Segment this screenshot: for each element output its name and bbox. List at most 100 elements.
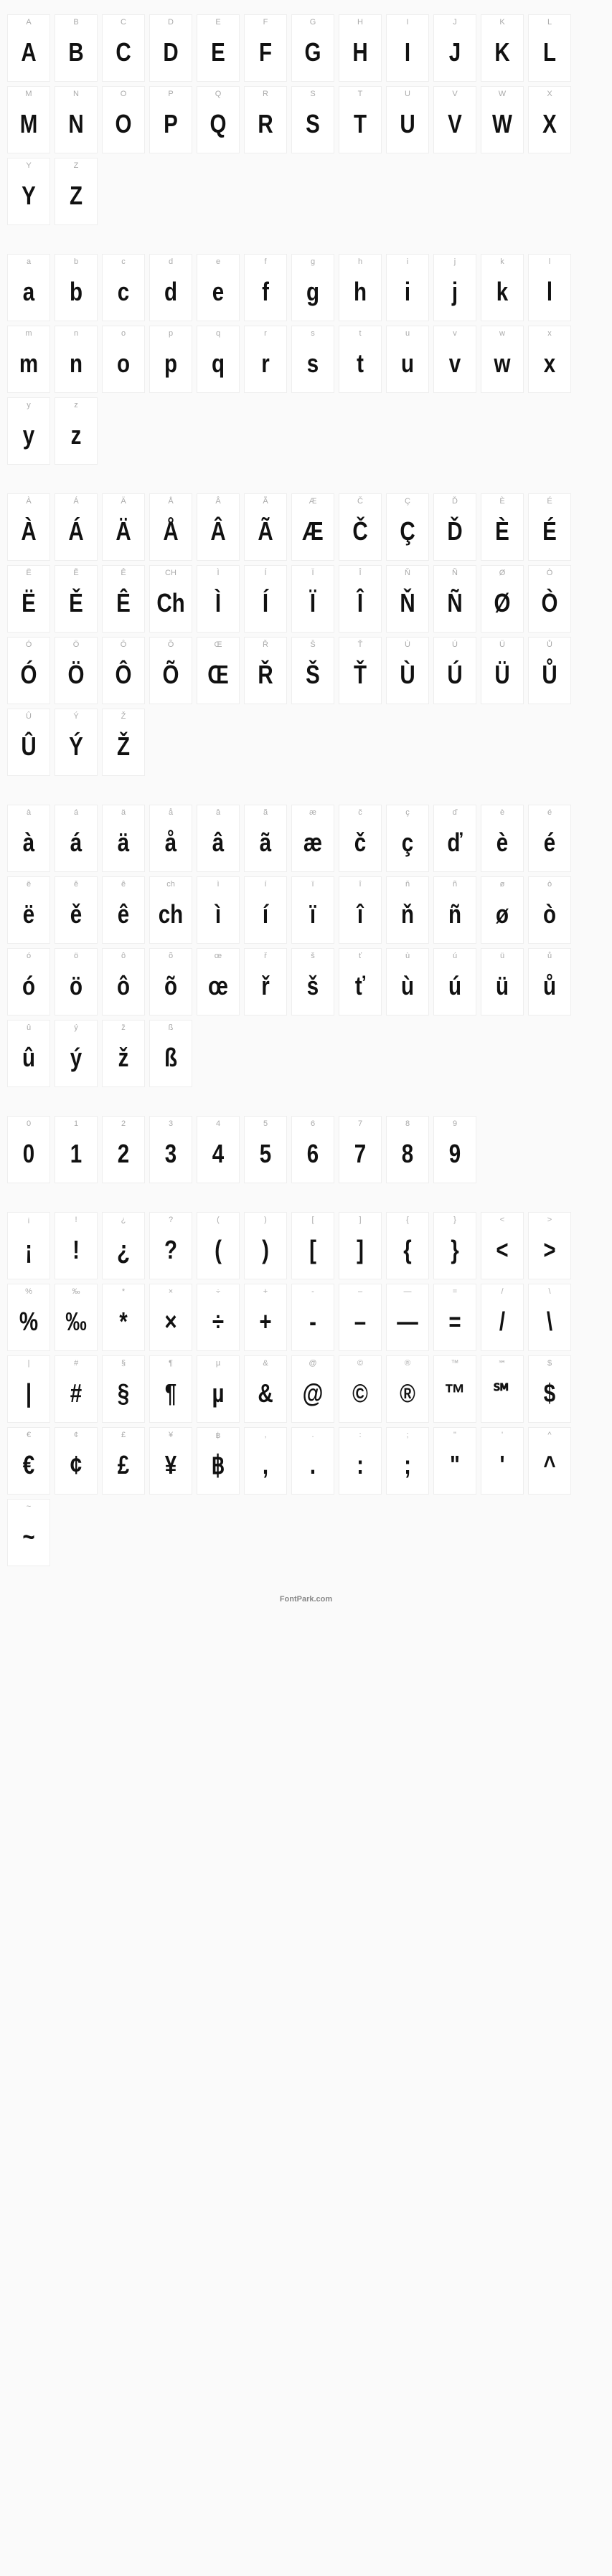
glyph-label: ü [481, 949, 523, 963]
glyph-char: s [296, 341, 330, 392]
glyph-char: m [11, 341, 46, 392]
glyph-label: : [339, 1428, 381, 1442]
glyph-box: íí [244, 876, 287, 944]
glyph-char: ů [532, 963, 567, 1015]
glyph-box: AA [7, 14, 50, 82]
glyph-label: © [339, 1356, 381, 1370]
glyph-label: Í [245, 566, 286, 580]
glyph-box: LL [528, 14, 571, 82]
glyph-label: ' [481, 1428, 523, 1442]
glyph-char: ë [11, 891, 46, 943]
glyph-box: ^^ [528, 1427, 571, 1495]
glyph-label: Å [150, 494, 192, 508]
glyph-char: 7 [343, 1131, 377, 1183]
glyph-char: | [11, 1370, 46, 1422]
glyph-label: ( [197, 1213, 239, 1227]
glyph-box: ŇŇ [386, 565, 429, 633]
glyph-box: ~~ [7, 1499, 50, 1566]
glyph-box: ĎĎ [433, 493, 476, 561]
glyph-char: ñ [438, 891, 472, 943]
glyph-char: Ch [154, 580, 188, 632]
glyph-label: Î [339, 566, 381, 580]
glyph-char: ť [343, 963, 377, 1015]
glyph-label: ¿ [103, 1213, 144, 1227]
glyph-label: x [529, 326, 570, 341]
glyph-box: ëë [7, 876, 50, 944]
glyph-char: Ď [438, 508, 472, 560]
glyph-char: n [59, 341, 93, 392]
glyph-char: x [532, 341, 567, 392]
glyph-box: jj [433, 254, 476, 321]
glyph-box: vv [433, 326, 476, 393]
glyph-box: 33 [149, 1116, 192, 1183]
glyph-box: !! [55, 1212, 98, 1279]
glyph-label: e [197, 255, 239, 269]
glyph-box: œœ [197, 948, 240, 1015]
glyph-label: q [197, 326, 239, 341]
glyph-char: ℠ [485, 1370, 519, 1422]
glyph-label: ô [103, 949, 144, 963]
glyph-char: = [438, 1299, 472, 1350]
glyph-char: ¶ [154, 1370, 188, 1422]
glyph-label: é [529, 805, 570, 820]
glyph-char: a [11, 269, 46, 321]
glyph-label: c [103, 255, 144, 269]
glyph-label: ø [481, 877, 523, 891]
glyph-box: $$ [528, 1355, 571, 1423]
glyph-box: ÝÝ [55, 709, 98, 776]
glyph-char: æ [296, 820, 330, 871]
glyph-char: ? [154, 1227, 188, 1279]
glyph-label: ‰ [55, 1284, 97, 1299]
glyph-char: & [248, 1370, 283, 1422]
glyph-box: ‰‰ [55, 1284, 98, 1351]
glyph-char: Ó [11, 652, 46, 704]
glyph-label: y [8, 398, 50, 412]
glyph-label: 1 [55, 1117, 97, 1131]
glyph-box: -- [291, 1284, 334, 1351]
glyph-label: Ň [387, 566, 428, 580]
glyph-char: £ [106, 1442, 141, 1494]
glyph-label: P [150, 87, 192, 101]
glyph-char: # [59, 1370, 93, 1422]
glyph-box: èè [481, 805, 524, 872]
glyph-char: Ò [532, 580, 567, 632]
glyph-box: tt [339, 326, 382, 393]
glyph-box: ññ [433, 876, 476, 944]
glyph-label: ë [8, 877, 50, 891]
glyph-box: ÕÕ [149, 637, 192, 704]
glyph-char: È [485, 508, 519, 560]
glyph-label: × [150, 1284, 192, 1299]
glyph-char: Á [59, 508, 93, 560]
glyph-box: öö [55, 948, 98, 1015]
glyph-char: : [343, 1442, 377, 1494]
glyph-label: ¶ [150, 1356, 192, 1370]
glyph-label: h [339, 255, 381, 269]
glyph-char: œ [201, 963, 235, 1015]
glyph-char: ù [390, 963, 425, 1015]
glyph-char: b [59, 269, 93, 321]
glyph-char: Y [11, 173, 46, 224]
glyph-label: è [481, 805, 523, 820]
glyph-box: ÍÍ [244, 565, 287, 633]
glyph-char: ê [106, 891, 141, 943]
glyph-label: = [434, 1284, 476, 1299]
glyph-char: Ý [59, 724, 93, 775]
glyph-box: ## [55, 1355, 98, 1423]
glyph-label: ť [339, 949, 381, 963]
glyph-label: V [434, 87, 476, 101]
glyph-box: õõ [149, 948, 192, 1015]
glyph-char: ě [59, 891, 93, 943]
glyph-char: Č [343, 508, 377, 560]
glyph-char: < [485, 1227, 519, 1279]
glyph-box: ää [102, 805, 145, 872]
glyph-char: 9 [438, 1131, 472, 1183]
glyph-char: ch [154, 891, 188, 943]
glyph-box: óó [7, 948, 50, 1015]
glyph-char: } [438, 1227, 472, 1279]
glyph-label: S [292, 87, 334, 101]
glyph-box: ßß [149, 1020, 192, 1087]
glyph-box: cc [102, 254, 145, 321]
glyph-char: ó [11, 963, 46, 1015]
glyph-char: Z [59, 173, 93, 224]
glyph-box: CHCh [149, 565, 192, 633]
